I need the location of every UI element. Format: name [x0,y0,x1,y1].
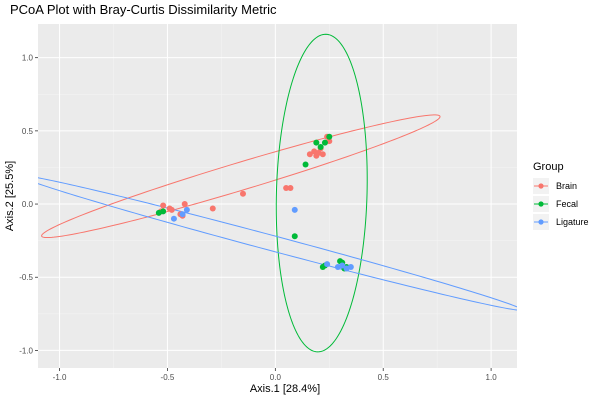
data-point-fecal [326,133,333,140]
confidence-ellipse-fecal [275,33,368,353]
y-tick-label: 0.0 [22,200,34,209]
data-point-brain [181,201,188,208]
data-layer [38,33,517,353]
data-point-ligature [183,206,190,213]
data-point-fecal [160,208,167,215]
data-point-brain [306,151,313,158]
plot-area: -1.0 -0.5 0.0 0.5 1.0 -1.0 -0.5 0.0 0.5 1.0 [19,24,517,382]
legend-label-fecal: Fecal [556,199,578,209]
legend-title: Group [533,161,564,173]
y-tick-label: 1.0 [22,54,34,63]
y-axis-label: Axis.2 [25.5%] [4,161,16,231]
y-tick-label: -0.5 [19,273,33,282]
x-tick-label: 0.5 [378,373,390,382]
data-point-fecal [321,139,328,146]
data-point-ligature [324,261,331,268]
data-point-fecal [313,139,320,146]
legend-label-brain: Brain [556,181,577,191]
legend-key-point-ligature [538,219,544,225]
data-point-ligature [179,211,186,218]
data-point-brain [168,206,175,213]
data-point-fecal [317,143,324,150]
legend-key-point-brain [538,183,544,189]
plot-panel-background [38,24,517,368]
data-point-brain [287,184,294,191]
data-point-fecal [291,233,298,240]
confidence-ellipse-ligature [38,177,517,311]
data-point-brain [283,184,290,191]
data-point-fecal [302,161,309,168]
x-tick-label: 0.0 [270,373,282,382]
x-tick-label: -0.5 [161,373,175,382]
confidence-ellipse-brain [41,114,441,239]
legend: Group Brain Fecal Ligature [533,161,589,230]
data-point-ligature [339,262,346,269]
y-tick-label: -1.0 [19,346,33,355]
data-point-ligature [170,215,177,222]
x-tick-label: -1.0 [53,373,67,382]
data-point-brain [160,202,167,209]
data-point-brain [209,205,216,212]
chart-title: PCoA Plot with Bray-Curtis Dissimilarity… [10,2,277,17]
data-point-ligature [291,206,298,213]
y-tick-label: 0.5 [22,127,34,136]
data-point-brain [319,151,326,158]
legend-key-point-fecal [538,201,544,207]
x-tick-label: 1.0 [486,373,498,382]
data-point-ligature [347,263,354,270]
data-point-brain [239,190,246,197]
x-axis-label: Axis.1 [28.4%] [250,383,320,395]
legend-label-ligature: Ligature [556,217,589,227]
